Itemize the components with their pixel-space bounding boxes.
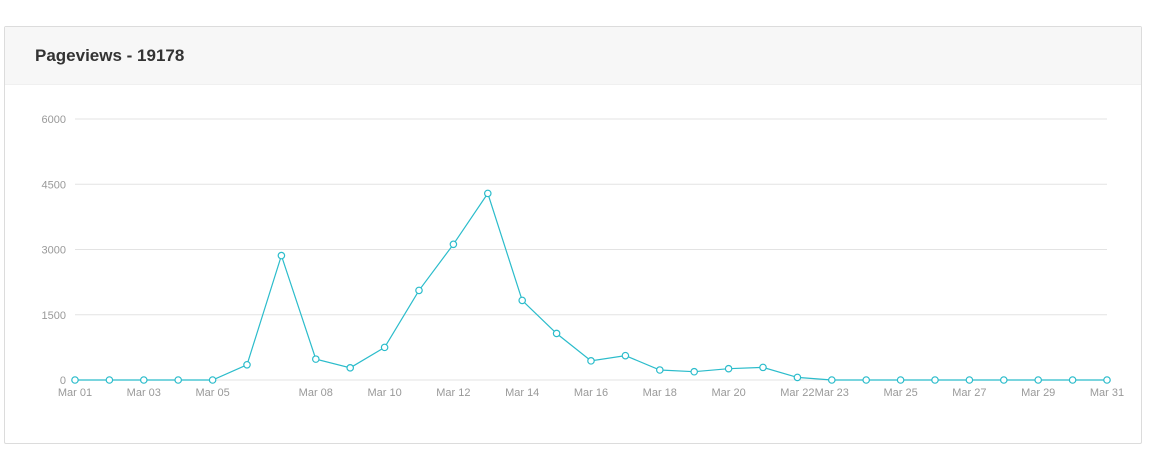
x-tick-label: Mar 10: [367, 387, 401, 399]
points-layer: [71, 189, 1111, 384]
x-tick-label: Mar 25: [883, 387, 917, 399]
x-tick-label: Mar 18: [643, 387, 677, 399]
series-line: [75, 192, 1107, 381]
data-point[interactable]: [71, 376, 79, 384]
data-point[interactable]: [415, 286, 423, 295]
data-point[interactable]: [208, 376, 217, 384]
pageviews-card: Pageviews - 19178: [4, 26, 1142, 444]
data-point[interactable]: [1034, 376, 1043, 384]
y-axis-ticks: 0 1500 3000 4500 6000: [42, 114, 66, 387]
data-point[interactable]: [759, 363, 767, 372]
data-point[interactable]: [862, 376, 871, 384]
data-point[interactable]: [140, 376, 148, 384]
x-tick-label: Mar 08: [299, 387, 333, 399]
x-tick-label: Mar 05: [195, 387, 229, 399]
data-point[interactable]: [999, 376, 1008, 384]
series-layer: [75, 192, 1107, 381]
x-tick-label: Mar 23: [815, 387, 849, 399]
data-point[interactable]: [346, 364, 355, 372]
data-point[interactable]: [827, 376, 836, 384]
data-point[interactable]: [552, 329, 561, 338]
data-point[interactable]: [793, 373, 802, 382]
data-point[interactable]: [587, 357, 595, 365]
data-point[interactable]: [1103, 376, 1111, 384]
x-tick-label: Mar 27: [952, 387, 986, 399]
data-point[interactable]: [724, 364, 733, 373]
data-point[interactable]: [483, 189, 492, 198]
data-point[interactable]: [105, 376, 114, 384]
data-point[interactable]: [896, 376, 905, 384]
x-tick-label: Mar 20: [711, 387, 745, 399]
x-tick-label: Mar 16: [574, 387, 608, 399]
data-point[interactable]: [690, 367, 699, 376]
x-tick-label: Mar 12: [436, 387, 470, 399]
data-point[interactable]: [1068, 376, 1077, 384]
data-point[interactable]: [931, 376, 939, 384]
x-tick-label: Mar 01: [58, 387, 92, 399]
y-tick-label: 1500: [42, 310, 66, 322]
data-point[interactable]: [380, 343, 389, 352]
data-point[interactable]: [311, 355, 320, 363]
data-point[interactable]: [655, 366, 664, 374]
y-tick-label: 6000: [42, 114, 66, 126]
card-title: Pageviews - 19178: [35, 45, 185, 65]
y-tick-label: 4500: [42, 179, 66, 191]
data-point[interactable]: [449, 240, 458, 249]
y-tick-label: 3000: [42, 245, 66, 257]
x-tick-label: Mar 14: [505, 387, 539, 399]
x-axis-ticks: Mar 01 Mar 03 Mar 05 Mar 08 Mar 10 Mar 12 Mar …: [58, 387, 1124, 399]
x-tick-label: Mar 29: [1021, 387, 1055, 399]
x-tick-label: Mar 31: [1090, 387, 1124, 399]
data-point[interactable]: [965, 376, 974, 384]
data-point[interactable]: [621, 351, 630, 360]
data-point[interactable]: [174, 376, 183, 384]
card-header: Pageviews - 19178: [5, 27, 1141, 85]
grid-layer: [75, 118, 1107, 381]
data-point[interactable]: [243, 360, 251, 369]
y-tick-label: 0: [60, 375, 66, 387]
x-tick-label: Mar 03: [127, 387, 161, 399]
x-tick-label: Mar 22: [780, 387, 814, 399]
data-point[interactable]: [277, 251, 286, 260]
data-point[interactable]: [518, 296, 527, 305]
